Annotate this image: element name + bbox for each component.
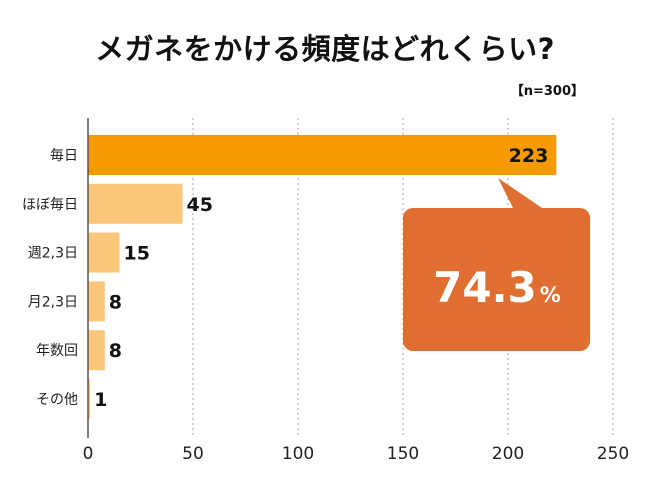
bar <box>88 379 91 419</box>
x-tick-label: 0 <box>83 444 94 464</box>
bar <box>88 330 105 371</box>
x-tick-label: 150 <box>387 444 419 464</box>
category-label: 週2,3日 <box>28 246 78 262</box>
category-label: 年数回 <box>36 343 78 359</box>
bar <box>88 135 557 175</box>
value-label: 45 <box>187 194 213 216</box>
chart-title: メガネをかける頻度はどれくらい? <box>95 32 555 66</box>
callout-percentage: 74.3% <box>433 263 561 312</box>
category-label: その他 <box>36 392 78 408</box>
x-tick-label: 200 <box>492 444 524 464</box>
x-tick-label: 250 <box>597 444 629 464</box>
value-label: 1 <box>94 389 107 411</box>
bar <box>88 232 120 273</box>
category-label: 月2,3日 <box>28 294 78 310</box>
value-label: 15 <box>124 243 150 265</box>
sample-size-label: 【n=300】 <box>510 84 584 99</box>
bar <box>88 183 183 224</box>
category-label: ほぼ毎日 <box>22 197 78 213</box>
category-label: 毎日 <box>50 148 78 164</box>
callout-pointer <box>498 178 545 210</box>
x-tick-label: 50 <box>182 444 204 464</box>
value-label: 8 <box>109 340 122 362</box>
value-label: 223 <box>509 145 549 167</box>
bar <box>88 281 105 322</box>
callout-box <box>403 208 590 351</box>
x-tick-label: 100 <box>282 444 314 464</box>
value-label: 8 <box>109 291 122 313</box>
